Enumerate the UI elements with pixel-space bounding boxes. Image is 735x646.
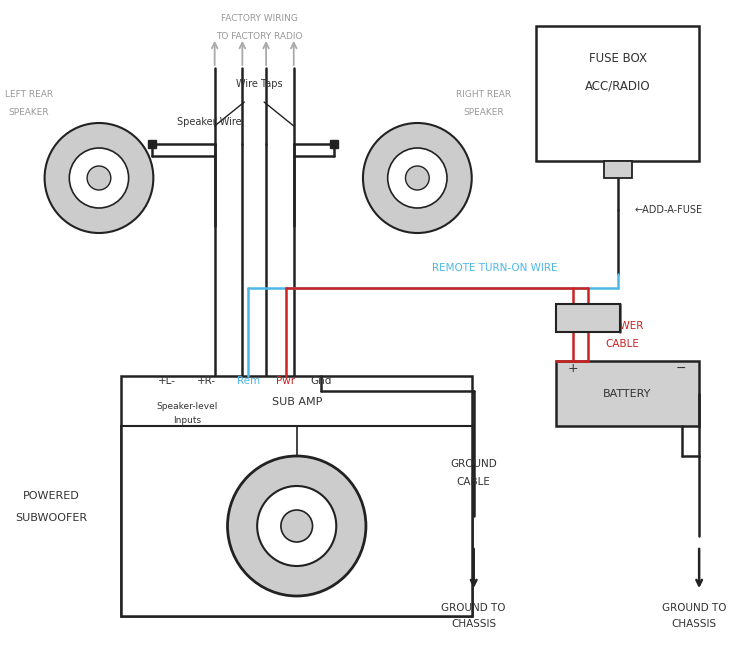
Text: FACTORY WIRING: FACTORY WIRING: [220, 14, 298, 23]
Text: RIGHT REAR: RIGHT REAR: [456, 90, 511, 98]
Text: TO FACTORY RADIO: TO FACTORY RADIO: [216, 32, 302, 41]
Text: ←ADD-A-FUSE: ←ADD-A-FUSE: [635, 205, 703, 215]
FancyBboxPatch shape: [121, 376, 472, 616]
FancyBboxPatch shape: [536, 26, 699, 161]
Text: BATTERY: BATTERY: [603, 388, 652, 399]
Text: CABLE: CABLE: [456, 477, 491, 487]
Text: Speaker Wire: Speaker Wire: [177, 117, 242, 127]
Text: +: +: [614, 164, 623, 174]
Text: POWERED: POWERED: [23, 491, 80, 501]
Circle shape: [69, 148, 129, 208]
Text: SUB AMP: SUB AMP: [271, 397, 322, 407]
Text: +R-: +R-: [197, 376, 216, 386]
Text: CHASSIS: CHASSIS: [672, 619, 717, 629]
Text: GROUND: GROUND: [451, 459, 497, 469]
Text: CHASSIS: CHASSIS: [451, 619, 496, 629]
Text: FUSE: FUSE: [575, 313, 601, 323]
Text: REMOTE TURN-ON WIRE: REMOTE TURN-ON WIRE: [432, 263, 558, 273]
Text: LEFT REAR: LEFT REAR: [4, 90, 53, 98]
FancyBboxPatch shape: [556, 304, 620, 332]
Text: +L-: +L-: [158, 376, 176, 386]
Text: +: +: [567, 362, 578, 375]
Circle shape: [363, 123, 472, 233]
Text: Gnd: Gnd: [311, 376, 332, 386]
Text: Pwr: Pwr: [276, 376, 295, 386]
FancyBboxPatch shape: [121, 426, 472, 616]
Circle shape: [281, 510, 312, 542]
Text: ACC/RADIO: ACC/RADIO: [585, 79, 651, 92]
FancyBboxPatch shape: [604, 161, 632, 178]
FancyBboxPatch shape: [148, 140, 157, 148]
Circle shape: [45, 123, 154, 233]
FancyBboxPatch shape: [556, 361, 699, 426]
Text: −: −: [676, 362, 686, 375]
Circle shape: [257, 486, 337, 566]
Text: GROUND TO: GROUND TO: [662, 603, 726, 613]
Circle shape: [406, 166, 429, 190]
Text: Inputs: Inputs: [173, 415, 201, 424]
Text: SUBWOOFER: SUBWOOFER: [15, 513, 87, 523]
FancyBboxPatch shape: [330, 140, 338, 148]
Text: CABLE: CABLE: [605, 339, 639, 349]
Text: SPEAKER: SPEAKER: [463, 107, 504, 116]
Circle shape: [87, 166, 111, 190]
Circle shape: [387, 148, 447, 208]
Text: FUSE BOX: FUSE BOX: [589, 52, 647, 65]
Circle shape: [228, 456, 366, 596]
Text: POWER: POWER: [605, 321, 644, 331]
Text: SUB: SUB: [285, 513, 308, 523]
Text: SPEAKER: SPEAKER: [9, 107, 49, 116]
Text: Speaker-level: Speaker-level: [157, 402, 218, 410]
Text: GROUND TO: GROUND TO: [442, 603, 506, 613]
Text: Wire Taps: Wire Taps: [236, 79, 282, 89]
Text: Rem: Rem: [237, 376, 260, 386]
